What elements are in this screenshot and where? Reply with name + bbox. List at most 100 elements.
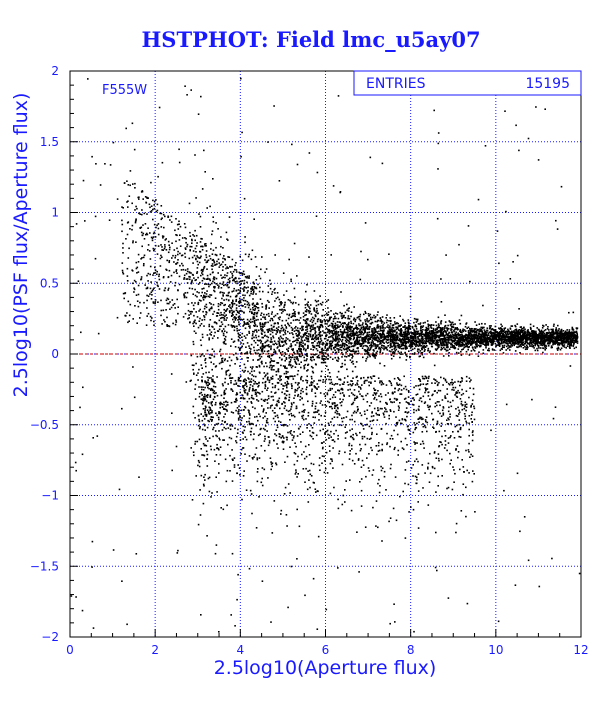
cloud-point-3650 xyxy=(474,340,476,343)
data-point-26 xyxy=(231,311,234,314)
cloud-point-1213 xyxy=(385,346,388,349)
cloud-point-1045 xyxy=(347,317,349,320)
cloud-point-837 xyxy=(531,334,534,336)
cloud-point-1701 xyxy=(343,345,346,348)
cloud-point-3850 xyxy=(270,358,272,360)
cloud-point-653 xyxy=(510,334,512,336)
cloud-point-2655 xyxy=(354,320,356,323)
cloud-point-4125 xyxy=(309,330,312,333)
cloud-point-3955 xyxy=(321,314,323,317)
cloud-point-2337 xyxy=(389,335,391,337)
cloud-point-4336 xyxy=(398,337,401,340)
cloud-point-235 xyxy=(308,324,311,327)
cloud-point-423 xyxy=(436,328,438,330)
cloud-point-4876 xyxy=(274,254,276,256)
cloud-point-3939 xyxy=(555,338,557,340)
cloud-point-3497 xyxy=(404,345,407,348)
cloud-point-3631 xyxy=(388,332,390,335)
cloud-point-4705 xyxy=(335,333,338,335)
cloud-point-2510 xyxy=(312,353,315,356)
cloud-point-3111 xyxy=(415,321,418,323)
cloud-point-4405 xyxy=(467,335,469,338)
cloud-point-4789 xyxy=(201,336,204,339)
cloud-point-4438 xyxy=(540,336,542,339)
cloud-point-3934 xyxy=(446,345,449,347)
cloud-point-218 xyxy=(359,328,362,331)
cloud-point-761 xyxy=(359,313,362,316)
cloud-point-1891 xyxy=(385,347,388,350)
cloud-point-3039 xyxy=(265,374,267,376)
cloud-point-4620 xyxy=(352,363,355,365)
cloud-point-1294 xyxy=(283,355,286,357)
cloud-point-1236 xyxy=(296,327,299,329)
cloud-point-1623 xyxy=(385,338,388,341)
cloud-point-3202 xyxy=(303,359,306,362)
cloud-point-4754 xyxy=(205,438,207,440)
data-point-15 xyxy=(159,212,161,215)
cloud-point-1014 xyxy=(191,256,194,259)
cloud-point-2935 xyxy=(208,329,211,331)
cloud-point-2253 xyxy=(292,378,295,380)
cloud-point-2567 xyxy=(562,330,565,332)
cloud-point-3885 xyxy=(217,312,220,314)
cloud-point-4351 xyxy=(239,287,242,290)
cloud-point-4553 xyxy=(350,337,352,340)
cloud-point-2700 xyxy=(282,272,285,274)
cloud-point-240 xyxy=(411,343,414,345)
cloud-point-1059 xyxy=(430,339,433,342)
cloud-point-776 xyxy=(339,321,342,324)
cloud-point-2614 xyxy=(362,328,365,331)
cloud-point-3524 xyxy=(313,317,316,320)
cloud-point-3581 xyxy=(306,352,308,355)
cloud-point-4246 xyxy=(274,350,276,352)
cloud-point-3920 xyxy=(355,332,357,334)
cloud-point-4657 xyxy=(560,328,563,331)
cloud-point-2577 xyxy=(294,356,296,358)
cloud-point-2122 xyxy=(318,333,321,335)
cloud-point-4274 xyxy=(412,342,415,344)
cloud-point-2019 xyxy=(341,334,344,337)
cloud-point-4472 xyxy=(483,340,485,343)
cloud-point-3120 xyxy=(304,332,307,335)
cloud-point-4605 xyxy=(328,330,331,333)
cloud-point-4814 xyxy=(411,337,413,339)
cloud-point-3342 xyxy=(288,399,290,401)
cloud-point-1666 xyxy=(217,272,219,274)
cloud-point-2220 xyxy=(311,316,314,319)
cloud-point-1949 xyxy=(243,335,246,337)
cloud-point-4562 xyxy=(242,343,245,345)
cloud-point-690 xyxy=(287,377,289,379)
cloud-point-2256 xyxy=(310,318,313,321)
cloud-point-4717 xyxy=(525,336,527,338)
cloud-point-1417 xyxy=(348,341,351,343)
cloud-point-3733 xyxy=(236,393,239,395)
cloud-point-2012 xyxy=(510,344,512,346)
cloud-point-2545 xyxy=(237,384,239,387)
cloud-point-110 xyxy=(469,331,472,333)
cloud-point-2971 xyxy=(338,321,341,323)
cloud-point-1784 xyxy=(391,348,393,351)
cloud-point-4295 xyxy=(357,334,359,336)
cloud-point-4045 xyxy=(290,356,292,359)
cloud-point-4589 xyxy=(340,349,343,351)
cloud-point-3630 xyxy=(411,327,414,329)
cloud-point-4303 xyxy=(401,338,404,341)
cloud-point-4843 xyxy=(226,238,228,240)
cloud-point-3768 xyxy=(379,320,382,322)
cloud-point-2789 xyxy=(380,334,382,337)
cloud-point-2931 xyxy=(571,341,574,344)
cloud-point-4209 xyxy=(402,333,404,336)
cloud-point-4732 xyxy=(403,335,406,338)
cloud-point-1908 xyxy=(392,345,395,347)
cloud-point-4029 xyxy=(458,319,461,321)
cloud-point-4766 xyxy=(225,231,228,234)
data-point-29 xyxy=(282,328,285,331)
cloud-point-593 xyxy=(442,342,445,345)
cloud-point-4782 xyxy=(467,348,469,351)
cloud-point-4503 xyxy=(484,344,486,346)
cloud-point-3997 xyxy=(323,342,325,345)
cloud-point-4382 xyxy=(558,336,561,339)
cloud-point-4234 xyxy=(337,358,340,360)
cloud-point-4646 xyxy=(531,335,534,338)
cloud-point-3580 xyxy=(346,339,349,342)
